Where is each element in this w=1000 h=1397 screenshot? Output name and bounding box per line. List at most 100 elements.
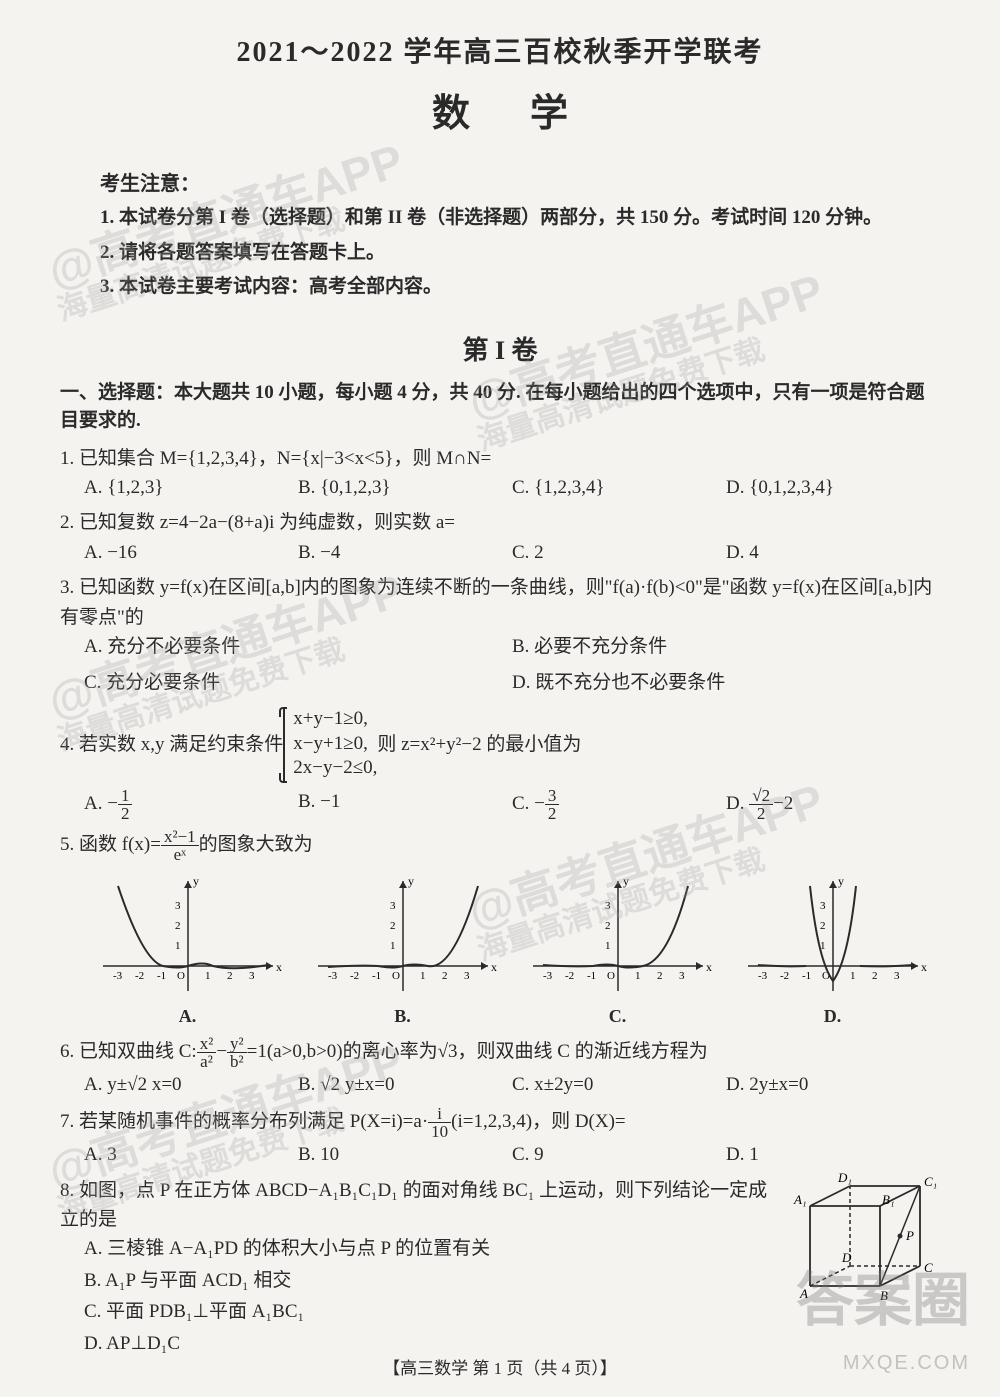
options-row: C. 充分必要条件 D. 既不充分也不必要条件 [84,668,940,697]
svg-text:y: y [408,874,414,888]
sys-line: x+y−1≥0, [293,708,368,729]
svg-text:-1: -1 [802,970,811,982]
svg-text:3: 3 [390,900,396,912]
graphs-row: x y O -3 -2 -1 1 2 3 1 2 3 A. x y O -3 -2 -1 1 2 3 [80,871,940,1031]
svg-text:-3: -3 [543,970,553,982]
option-b: B. A₁P 与平面 ACD₁ 相交 [84,1266,780,1295]
question-1: 1. 已知集合 M={1,2,3,4}，N={x|−3<x<5}，则 M∩N= … [60,444,940,503]
svg-text:1: 1 [175,940,181,952]
graph-b: x y O -3-2-1 123 123 B. [303,871,503,1031]
sys-line: x−y+1≥0, [293,733,368,754]
question-2: 2. 已知复数 z=4−2a−(8+a)i 为纯虚数，则实数 a= A. −16… [60,508,940,567]
question-6: 6. 已知双曲线 C:x²a²−y²b²=1(a>0,b>0)的离心率为√3，则… [60,1035,940,1099]
svg-text:-2: -2 [780,970,789,982]
svg-text:3: 3 [894,970,900,982]
svg-text:1: 1 [420,970,426,982]
option-b: B. √2 y±x=0 [298,1070,512,1099]
question-prefix: 4. 若实数 x,y 满足约束条件 [60,730,283,759]
page-footer: 【高三数学 第 1 页（共 4 页）】 [0,1354,1000,1379]
option-c: C. {1,2,3,4} [512,473,726,502]
svg-text:x: x [491,960,497,974]
question-text: 3. 已知函数 y=f(x)在区间[a,b]内的图象为连续不断的一条曲线，则"f… [60,573,940,632]
svg-text:y: y [838,874,844,888]
svg-text:y: y [193,874,199,888]
question-text: 7. 若某随机事件的概率分布列满足 P(X=i)=a·i10(i=1,2,3,4… [60,1105,940,1140]
svg-text:3: 3 [464,970,470,982]
option-a: A. 充分不必要条件 [84,632,512,661]
option-c: C. 9 [512,1140,726,1169]
svg-text:y: y [623,874,629,888]
option-a: A. −16 [84,538,298,567]
option-c: C. 充分必要条件 [84,668,512,697]
svg-text:-2: -2 [565,970,574,982]
question-4: 4. 若实数 x,y 满足约束条件 x+y−1≥0, x−y+1≥0, 2x−y… [60,703,940,822]
svg-text:3: 3 [820,900,826,912]
svg-text:3: 3 [175,900,181,912]
option-d: D. √22−2 [726,787,940,822]
svg-text:B₁: B₁ [882,1192,894,1207]
option-a: A. −12 [84,787,298,822]
graph-c: x y O -3-2-1 123 123 C. [518,871,718,1031]
svg-text:3: 3 [679,970,685,982]
svg-text:D₁: D₁ [837,1170,852,1185]
svg-text:-3: -3 [113,970,123,982]
svg-text:-1: -1 [157,970,166,982]
option-a: A. y±√2 x=0 [84,1070,298,1099]
svg-text:-2: -2 [135,970,144,982]
svg-text:1: 1 [205,970,211,982]
question-7: 7. 若某随机事件的概率分布列满足 P(X=i)=a·i10(i=1,2,3,4… [60,1105,940,1169]
svg-text:x: x [706,960,712,974]
options-col: A. 三棱锥 A−A₁PD 的体积大小与点 P 的位置有关 B. A₁P 与平面… [84,1234,780,1360]
svg-text:2: 2 [605,920,611,932]
question-text: 8. 如图，点 P 在正方体 ABCD−A₁B₁C₁D₁ 的面对角线 BC₁ 上… [60,1176,780,1235]
svg-text:-1: -1 [372,970,381,982]
graph-label: C. [518,1003,718,1031]
svg-text:C₁: C₁ [924,1174,937,1189]
svg-text:2: 2 [175,920,181,932]
options-row: A. 充分不必要条件 B. 必要不充分条件 [84,632,940,661]
option-b: B. 10 [298,1140,512,1169]
question-text: 6. 已知双曲线 C:x²a²−y²b²=1(a>0,b>0)的离心率为√3，则… [60,1035,940,1070]
svg-text:O: O [392,970,400,982]
options-row: A. y±√2 x=0 B. √2 y±x=0 C. x±2y=0 D. 2y±… [84,1070,940,1099]
options-row: A. −12 B. −1 C. −32 D. √22−2 [84,787,940,822]
option-d: D. {0,1,2,3,4} [726,473,940,502]
svg-text:-2: -2 [350,970,359,982]
option-b: B. −4 [298,538,512,567]
option-d: D. 4 [726,538,940,567]
svg-text:2: 2 [390,920,396,932]
graph-label: B. [303,1003,503,1031]
svg-text:O: O [177,970,185,982]
graph-label: D. [733,1003,933,1031]
question-suffix: 则 z=x²+y²−2 的最小值为 [377,730,581,759]
svg-text:1: 1 [850,970,856,982]
graph-label: A. [88,1003,288,1031]
question-text: 5. 函数 f(x)=x²−1eˣ的图象大致为 [60,828,940,863]
exam-subject: 数学 [60,82,940,137]
sys-line: 2x−y−2≤0, [293,757,377,778]
question-text: 2. 已知复数 z=4−2a−(8+a)i 为纯虚数，则实数 a= [60,508,940,537]
system-brace: x+y−1≥0, x−y+1≥0, 2x−y−2≤0, [283,707,377,783]
svg-text:P: P [905,1228,914,1243]
answer-watermark: 答案圈 [796,1253,970,1337]
notice-item: 2. 请将各题答案填写在答题卡上。 [100,239,940,268]
svg-text:1: 1 [635,970,641,982]
graph-d: x y O -3-2-1 123 123 D. [733,871,933,1031]
svg-text:2: 2 [227,970,233,982]
question-5: 5. 函数 f(x)=x²−1eˣ的图象大致为 x y O -3 -2 -1 1 2 3… [60,828,940,1031]
svg-text:2: 2 [872,970,878,982]
question-text: 1. 已知集合 M={1,2,3,4}，N={x|−3<x<5}，则 M∩N= [60,444,940,473]
block-header: 一、选择题：本大题共 10 小题，每小题 4 分，共 40 分. 在每小题给出的… [60,379,940,436]
svg-text:1: 1 [390,940,396,952]
svg-text:-1: -1 [587,970,596,982]
option-c: C. x±2y=0 [512,1070,726,1099]
option-c: C. 2 [512,538,726,567]
svg-text:x: x [921,960,927,974]
option-b: B. 必要不充分条件 [512,632,940,661]
options-row: A. −16 B. −4 C. 2 D. 4 [84,538,940,567]
svg-text:x: x [276,960,282,974]
option-c: C. −32 [512,787,726,822]
graph-a: x y O -3-2-1 123 123 A. [88,871,288,1031]
option-c: C. 平面 PDB₁⊥平面 A₁BC₁ [84,1297,780,1326]
notice-item: 1. 本试卷分第 I 卷（选择题）和第 II 卷（非选择题）两部分，共 150 … [100,204,940,233]
